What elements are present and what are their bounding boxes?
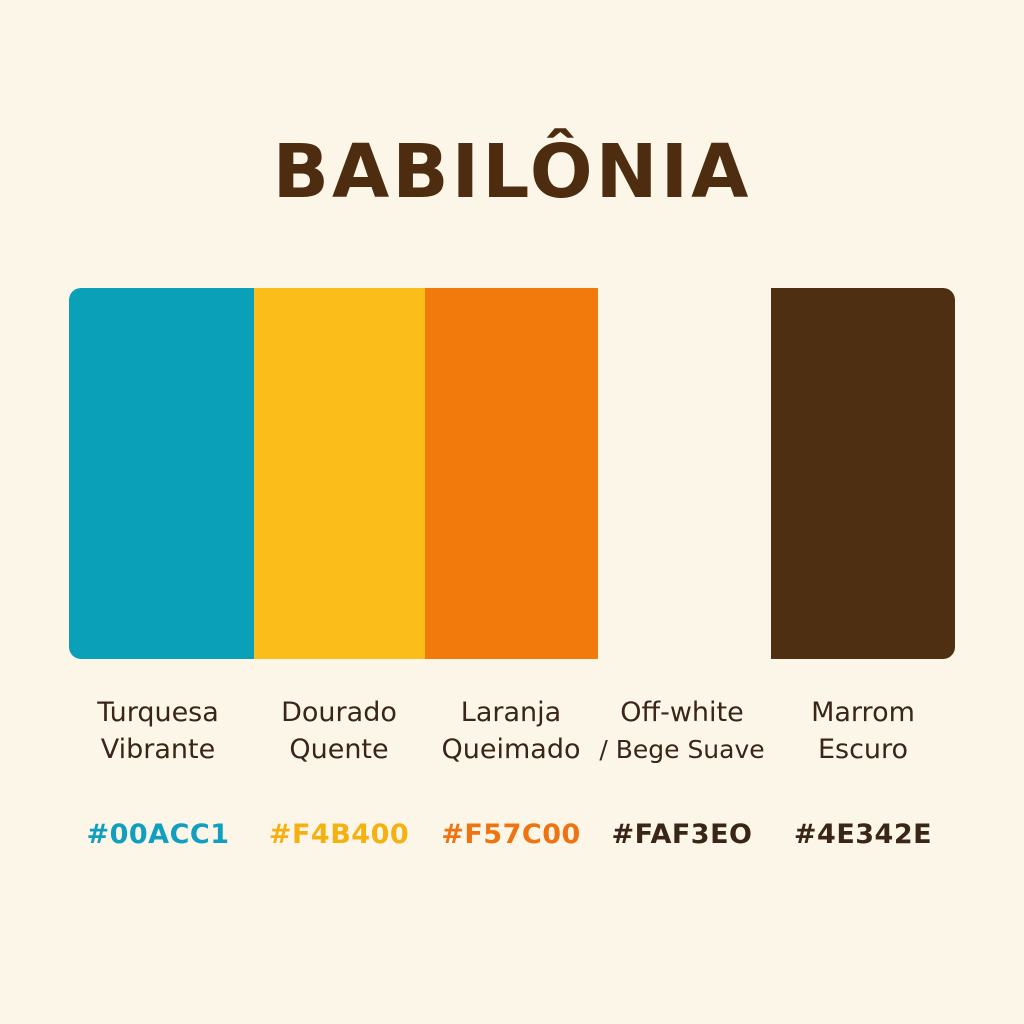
color-name-laranja: Laranja Queimado: [411, 694, 611, 768]
color-name-line: Dourado: [281, 697, 397, 728]
color-name-line: Vibrante: [100, 734, 216, 765]
color-swatches: [69, 288, 955, 659]
hex-code-dourado: #F4B400: [268, 819, 410, 850]
color-name-line: Turquesa: [97, 697, 219, 728]
color-name-line: Marrom: [811, 697, 915, 728]
color-name-dourado: Dourado Quente: [239, 694, 439, 768]
color-name-turquesa: Turquesa Vibrante: [58, 694, 258, 768]
color-name-marrom: Marrom Escuro: [763, 694, 963, 768]
hex-code-off-white: #FAF3EO: [611, 819, 753, 850]
hex-code-marrom: #4E342E: [793, 819, 933, 850]
color-name-line: Queimado: [441, 734, 581, 765]
color-name-off-white: Off-white / Bege Suave: [582, 694, 782, 768]
hex-codes: #00ACC1 #F4B400 #F57C00 #FAF3EO #4E342E: [0, 816, 1024, 856]
swatch-dourado: [254, 288, 425, 659]
swatch-laranja: [425, 288, 598, 659]
color-names: Turquesa Vibrante Dourado Quente Laranja…: [0, 694, 1024, 784]
color-name-line: / Bege Suave: [599, 735, 765, 764]
swatch-marrom: [771, 288, 955, 659]
color-name-line: Laranja: [460, 697, 562, 728]
color-name-line: Off-white: [620, 697, 744, 728]
hex-code-laranja: #F57C00: [441, 819, 581, 850]
hex-code-turquesa: #00ACC1: [86, 819, 230, 850]
swatch-turquesa: [69, 288, 254, 659]
page-title: BABILÔNIA: [272, 129, 752, 215]
swatch-off-white: [598, 288, 771, 659]
color-name-line: Escuro: [817, 734, 909, 765]
color-name-line: Quente: [289, 734, 389, 765]
